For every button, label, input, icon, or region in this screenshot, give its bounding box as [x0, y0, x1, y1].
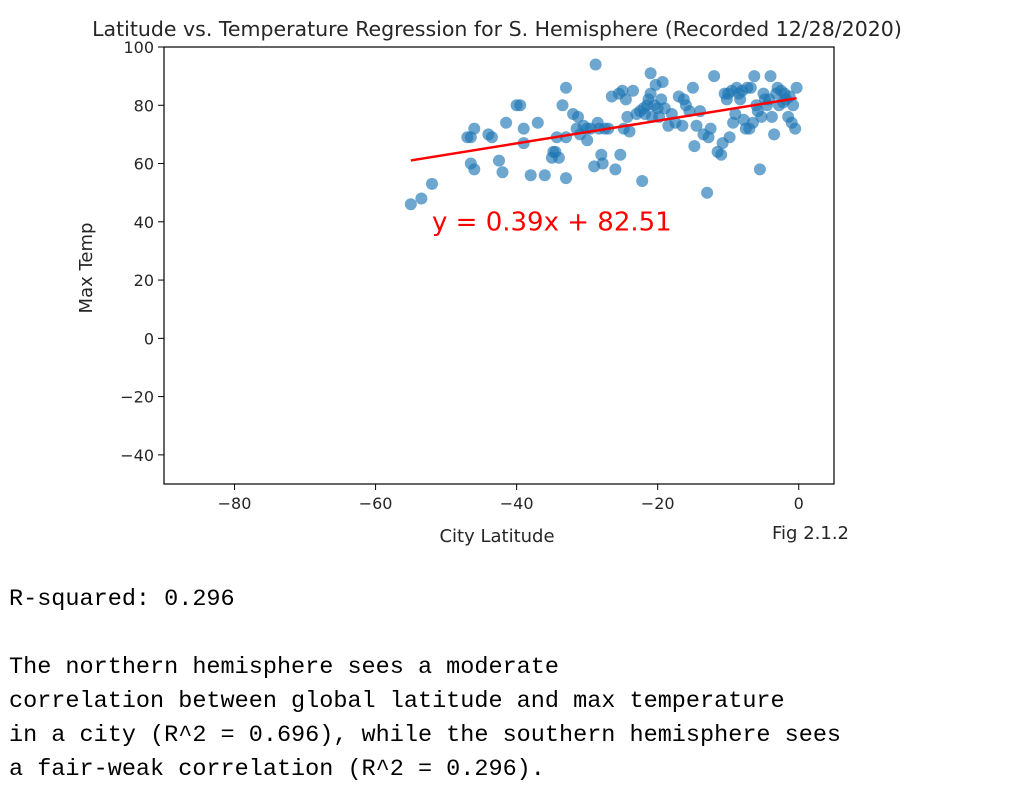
data-point [493, 154, 505, 167]
data-point [764, 70, 777, 83]
regression-layer [410, 97, 797, 162]
x-tick-label: 0 [794, 494, 804, 513]
r-squared-output: R-squared: 0.296 [9, 586, 235, 613]
data-point [581, 134, 594, 147]
chart-title: Latitude vs. Temperature Regression for … [92, 17, 902, 41]
x-tick-label: −40 [500, 494, 534, 513]
scatter-chart: Latitude vs. Temperature Regression for … [76, 17, 902, 547]
data-point [500, 116, 513, 129]
data-point [790, 81, 803, 94]
data-point [644, 87, 657, 100]
regression-line [410, 97, 797, 162]
data-point [789, 122, 802, 135]
data-point [572, 110, 584, 123]
data-point [426, 177, 438, 190]
data-point [496, 166, 509, 179]
data-point [748, 70, 761, 83]
data-point [468, 122, 481, 135]
data-point [524, 169, 537, 182]
y-axis-label: Max Temp [76, 223, 97, 314]
data-point [676, 119, 689, 132]
data-point [746, 116, 759, 129]
data-point [485, 131, 498, 144]
y-tick-label: 40 [134, 213, 154, 232]
axes-frame [163, 46, 835, 485]
x-axis-label: City Latitude [439, 526, 554, 547]
data-point [589, 58, 602, 71]
figure-caption: Fig 2.1.2 [772, 523, 849, 544]
data-point [744, 81, 757, 94]
data-point [787, 99, 800, 112]
data-point [415, 192, 428, 205]
x-tick-label: −60 [359, 494, 393, 513]
y-tick-label: 0 [144, 329, 154, 348]
data-point [560, 81, 572, 94]
analysis-line-3: in a city (R^2 = 0.696), while the south… [9, 722, 842, 749]
data-point [701, 186, 714, 199]
y-tick-label: −20 [120, 388, 154, 407]
data-point [517, 122, 530, 135]
analysis-line-2: correlation between global latitude and … [9, 688, 785, 715]
analysis-line-4: a fair-weak correlation (R^2 = 0.296). [9, 756, 545, 783]
data-point [636, 175, 649, 187]
data-points [404, 58, 803, 211]
x-axis-ticks: −80 −60 −40 −20 0 [218, 484, 804, 513]
regression-equation: y = 0.39x + 82.51 [432, 208, 672, 238]
data-point [704, 122, 717, 135]
y-tick-label: 20 [134, 271, 154, 290]
data-point [538, 169, 551, 182]
data-point [596, 157, 609, 170]
data-point [552, 151, 565, 164]
data-point [755, 110, 768, 123]
data-point [765, 110, 778, 123]
data-point [621, 110, 634, 123]
data-point [688, 140, 701, 153]
data-point [468, 163, 481, 176]
data-point [708, 70, 721, 83]
data-point [609, 163, 622, 176]
data-point [690, 119, 703, 132]
data-point [531, 116, 544, 129]
data-point [514, 99, 527, 112]
data-point [753, 163, 766, 176]
y-tick-label: 80 [134, 96, 154, 115]
data-point [619, 93, 632, 106]
data-point [644, 67, 657, 80]
data-point [404, 198, 417, 211]
data-point [560, 172, 572, 185]
data-point [729, 108, 742, 120]
data-point [686, 81, 699, 94]
data-point [614, 148, 627, 161]
x-tick-label: −80 [218, 494, 252, 513]
x-tick-label: −20 [641, 494, 675, 513]
data-point [768, 128, 781, 141]
y-tick-label: −40 [120, 446, 154, 465]
data-point [715, 148, 728, 161]
data-point [627, 84, 639, 97]
y-tick-label: 60 [134, 155, 154, 174]
y-tick-label: 100 [123, 38, 154, 57]
data-point [556, 99, 569, 112]
data-point [656, 76, 669, 88]
analysis-line-1: The northern hemisphere sees a moderate [9, 654, 559, 681]
data-point [723, 131, 736, 144]
y-axis-ticks: −40 −20 0 20 40 60 80 100 [120, 38, 164, 465]
data-point [623, 125, 636, 138]
